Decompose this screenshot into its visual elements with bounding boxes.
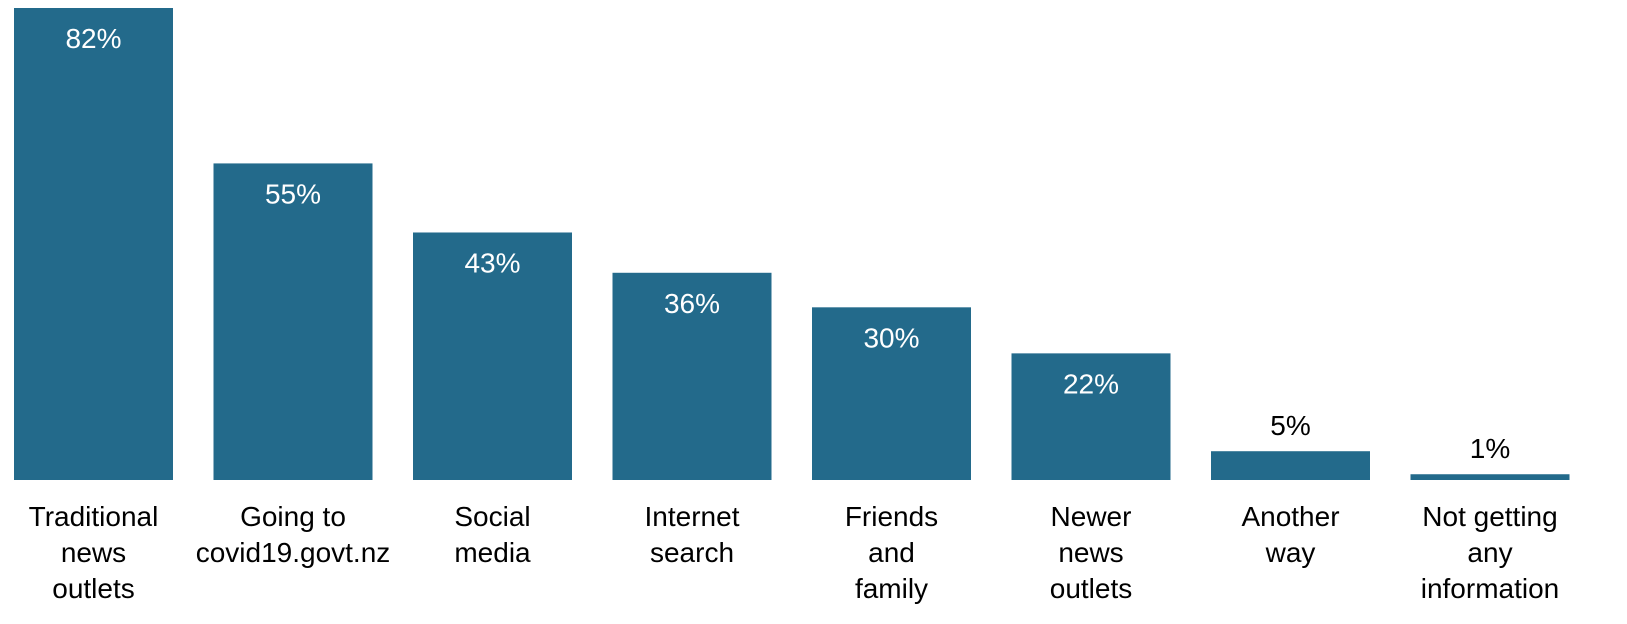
bars-group [14,8,1570,481]
category-label-line: Internet [645,501,740,532]
category-label-line: family [855,573,928,604]
category-label-line: Another [1241,501,1339,532]
bar-value-label: 55% [265,178,321,209]
category-label-line: news [61,537,126,568]
category-label-line: outlets [52,573,135,604]
category-label-line: outlets [1050,573,1133,604]
category-label: Newer news outlets [1050,501,1133,604]
category-label-line: way [1265,537,1316,568]
category-label: Another way [1241,501,1339,568]
bar-value-label: 30% [863,322,919,353]
category-label: Not getting any information [1421,501,1560,604]
category-label: Social media [454,501,531,568]
bar [612,272,772,480]
bar-value-label: 1% [1470,433,1510,464]
bar [413,232,572,480]
category-label-line: information [1421,573,1560,604]
category-label-line: covid19.govt.nz [196,537,391,568]
bar [1211,451,1370,480]
bar [213,163,373,481]
category-label-line: any [1467,537,1512,568]
category-label: Going to covid19.govt.nz [196,501,391,568]
category-label-line: Going to [240,501,346,532]
category-label-line: search [650,537,734,568]
category-label: Traditional news outlets [29,501,159,604]
bar-value-label: 36% [664,288,720,319]
bar [14,8,173,480]
bar [1410,474,1570,480]
bar-value-label: 5% [1270,410,1310,441]
value-labels-group: 82% 55% 43% 36% 30% 22% 5% 1% [65,23,1510,464]
category-label-line: Traditional [29,501,159,532]
bar [1011,353,1171,480]
category-labels-group: Traditional news outlets Going to covid19.go… [29,501,1560,604]
bar-value-label: 82% [65,23,121,54]
category-label-line: news [1058,537,1123,568]
category-label-line: Newer [1051,501,1132,532]
bar [812,307,971,480]
category-label: Friends and family [845,501,938,604]
category-label-line: and [868,537,915,568]
category-label-line: Social [454,501,530,532]
bar-value-label: 22% [1063,368,1119,399]
category-label-line: Friends [845,501,938,532]
category-label: Internet search [645,501,740,568]
category-label-line: media [454,537,531,568]
category-label-line: Not getting [1422,501,1557,532]
bar-value-label: 43% [464,247,520,278]
